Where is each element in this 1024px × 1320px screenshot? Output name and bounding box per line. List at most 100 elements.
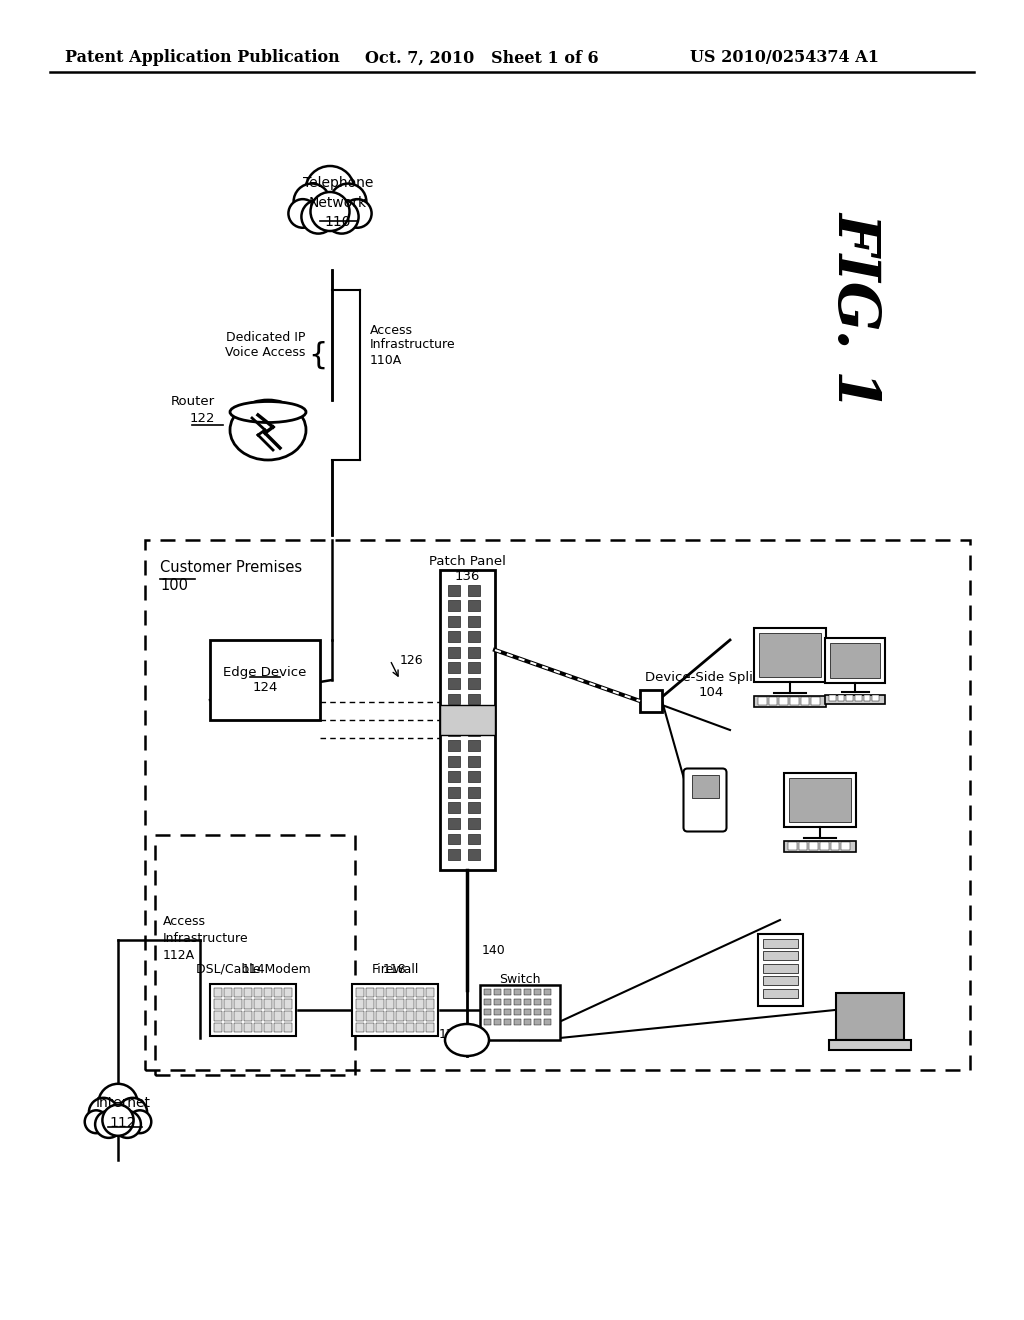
Text: 126: 126 (400, 653, 424, 667)
FancyBboxPatch shape (801, 697, 809, 705)
Circle shape (289, 199, 317, 228)
FancyBboxPatch shape (809, 842, 818, 850)
Text: 118: 118 (383, 948, 407, 975)
FancyBboxPatch shape (825, 694, 885, 704)
FancyBboxPatch shape (468, 709, 480, 719)
Text: Dedicated IP
Voice Access: Dedicated IP Voice Access (224, 331, 305, 359)
FancyBboxPatch shape (426, 987, 434, 998)
FancyBboxPatch shape (504, 989, 511, 995)
FancyBboxPatch shape (214, 987, 222, 998)
Circle shape (325, 199, 358, 234)
FancyBboxPatch shape (754, 628, 826, 682)
Circle shape (118, 1098, 147, 1127)
Text: 122: 122 (189, 412, 215, 425)
Circle shape (85, 1110, 108, 1133)
FancyBboxPatch shape (534, 999, 541, 1005)
FancyBboxPatch shape (449, 601, 460, 611)
FancyBboxPatch shape (759, 634, 821, 677)
FancyBboxPatch shape (544, 1019, 551, 1026)
FancyBboxPatch shape (244, 1023, 252, 1032)
FancyBboxPatch shape (273, 1011, 282, 1020)
FancyBboxPatch shape (449, 585, 460, 595)
FancyBboxPatch shape (788, 842, 797, 850)
Ellipse shape (445, 1024, 489, 1056)
Text: Access
Infrastructure
112A: Access Infrastructure 112A (163, 915, 249, 962)
FancyBboxPatch shape (210, 983, 296, 1036)
Text: DSL/Cable Modem: DSL/Cable Modem (196, 962, 310, 975)
FancyBboxPatch shape (416, 1023, 424, 1032)
FancyBboxPatch shape (352, 983, 437, 1036)
FancyBboxPatch shape (440, 570, 495, 870)
FancyBboxPatch shape (468, 833, 480, 845)
FancyBboxPatch shape (264, 1023, 272, 1032)
FancyBboxPatch shape (449, 725, 460, 735)
FancyBboxPatch shape (214, 1023, 222, 1032)
FancyBboxPatch shape (863, 696, 870, 701)
FancyBboxPatch shape (406, 987, 414, 998)
FancyBboxPatch shape (683, 768, 726, 832)
FancyBboxPatch shape (449, 663, 460, 673)
FancyBboxPatch shape (356, 987, 365, 998)
Circle shape (310, 191, 349, 231)
FancyBboxPatch shape (449, 741, 460, 751)
FancyBboxPatch shape (468, 756, 480, 767)
FancyBboxPatch shape (468, 803, 480, 813)
FancyBboxPatch shape (846, 696, 853, 701)
FancyBboxPatch shape (872, 696, 879, 701)
Text: Firewall: Firewall (372, 962, 419, 975)
FancyBboxPatch shape (484, 989, 490, 995)
FancyBboxPatch shape (524, 989, 531, 995)
FancyBboxPatch shape (376, 999, 384, 1008)
FancyBboxPatch shape (224, 999, 232, 1008)
Text: US 2010/0254374 A1: US 2010/0254374 A1 (690, 49, 879, 66)
FancyBboxPatch shape (836, 993, 904, 1040)
FancyBboxPatch shape (234, 1011, 242, 1020)
Circle shape (98, 1084, 138, 1123)
FancyBboxPatch shape (769, 697, 777, 705)
Ellipse shape (230, 401, 306, 422)
FancyBboxPatch shape (214, 1011, 222, 1020)
FancyBboxPatch shape (640, 690, 662, 711)
FancyBboxPatch shape (468, 585, 480, 595)
FancyBboxPatch shape (468, 741, 480, 751)
FancyBboxPatch shape (830, 643, 880, 677)
Text: FIG. 1: FIG. 1 (826, 211, 884, 409)
FancyBboxPatch shape (214, 999, 222, 1008)
Text: 120: 120 (439, 1028, 463, 1041)
FancyBboxPatch shape (449, 631, 460, 643)
FancyBboxPatch shape (524, 1008, 531, 1015)
FancyBboxPatch shape (514, 999, 521, 1005)
FancyBboxPatch shape (356, 1011, 365, 1020)
FancyBboxPatch shape (449, 615, 460, 627)
FancyBboxPatch shape (416, 1011, 424, 1020)
FancyBboxPatch shape (367, 999, 374, 1008)
Circle shape (294, 183, 330, 220)
FancyBboxPatch shape (284, 987, 292, 998)
FancyBboxPatch shape (534, 989, 541, 995)
FancyBboxPatch shape (224, 1011, 232, 1020)
FancyBboxPatch shape (468, 771, 480, 783)
FancyBboxPatch shape (406, 1011, 414, 1020)
FancyBboxPatch shape (440, 705, 495, 735)
FancyBboxPatch shape (449, 849, 460, 861)
FancyBboxPatch shape (544, 999, 551, 1005)
FancyBboxPatch shape (838, 696, 845, 701)
FancyBboxPatch shape (396, 1023, 403, 1032)
Text: Telephone
Network
110: Telephone Network 110 (303, 177, 373, 230)
FancyBboxPatch shape (790, 777, 851, 822)
FancyBboxPatch shape (376, 1011, 384, 1020)
FancyBboxPatch shape (494, 1008, 501, 1015)
FancyBboxPatch shape (273, 999, 282, 1008)
FancyBboxPatch shape (754, 697, 826, 708)
FancyBboxPatch shape (254, 987, 262, 998)
FancyBboxPatch shape (244, 987, 252, 998)
FancyBboxPatch shape (264, 999, 272, 1008)
FancyBboxPatch shape (264, 1011, 272, 1020)
Circle shape (128, 1110, 152, 1133)
FancyBboxPatch shape (406, 1023, 414, 1032)
FancyBboxPatch shape (468, 663, 480, 673)
FancyBboxPatch shape (367, 1011, 374, 1020)
FancyBboxPatch shape (426, 1011, 434, 1020)
FancyBboxPatch shape (386, 999, 394, 1008)
FancyBboxPatch shape (790, 697, 799, 705)
